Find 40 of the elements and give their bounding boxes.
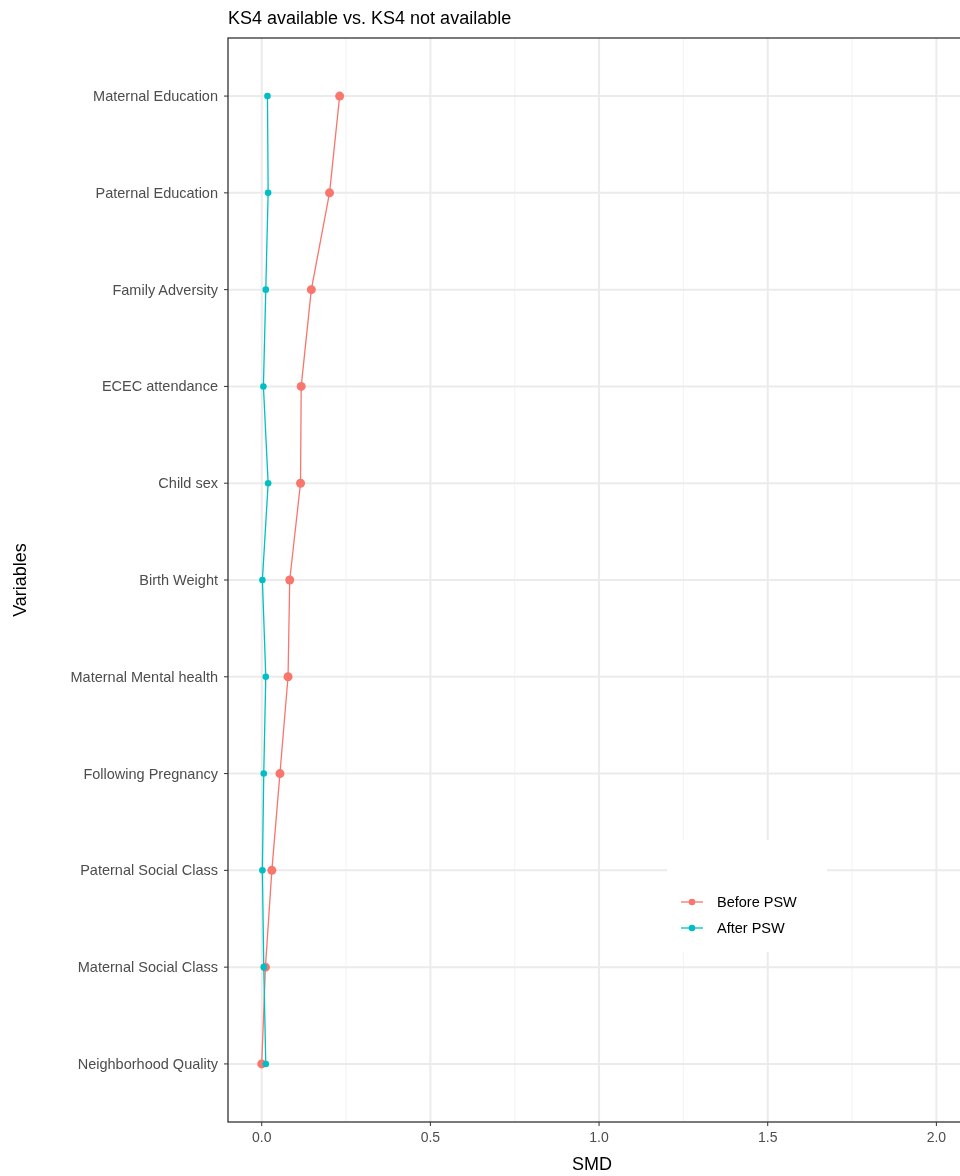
x-tick-label: 1.5 <box>757 1129 778 1145</box>
point <box>262 1060 270 1068</box>
y-tick-label: Maternal Education <box>93 88 218 105</box>
point <box>267 865 277 875</box>
x-tick-label: 1.0 <box>589 1129 609 1145</box>
point <box>264 189 272 197</box>
point <box>306 285 316 295</box>
point <box>275 769 285 779</box>
point <box>260 383 267 390</box>
point <box>285 575 295 585</box>
x-axis-title: SMD <box>572 1154 612 1174</box>
point <box>325 188 335 198</box>
point <box>296 381 306 391</box>
point <box>264 479 272 487</box>
y-tick-label: Maternal Social Class <box>77 959 218 976</box>
point <box>262 673 270 681</box>
legend-label: After PSW <box>717 920 785 936</box>
point <box>259 867 266 874</box>
x-tick-label: 0.0 <box>252 1129 272 1145</box>
legend-label: Before PSW <box>717 894 798 910</box>
y-tick-label: Paternal Social Class <box>80 862 218 879</box>
point <box>296 478 306 488</box>
y-tick-label: ECEC attendance <box>101 378 218 395</box>
point <box>260 770 268 777</box>
point <box>262 286 270 293</box>
point <box>264 92 271 100</box>
point <box>283 672 293 682</box>
y-axis-title: Variables <box>10 543 30 617</box>
y-tick-label: Neighborhood Quality <box>77 1055 219 1072</box>
y-tick-label: Child sex <box>158 475 219 492</box>
y-tick-label: Maternal Mental health <box>70 668 218 685</box>
y-tick-label: Birth Weight <box>139 572 218 588</box>
point <box>259 576 266 584</box>
y-tick-label: Paternal Education <box>95 184 218 201</box>
x-tick-label: 2.0 <box>926 1129 947 1145</box>
point <box>335 91 345 101</box>
y-tick-label: Family Adversity <box>112 281 219 298</box>
x-tick-label: 0.5 <box>420 1129 441 1145</box>
y-tick-label: Following Pregnancy <box>83 765 219 782</box>
chart-title: KS4 available vs. KS4 not available <box>228 8 512 28</box>
